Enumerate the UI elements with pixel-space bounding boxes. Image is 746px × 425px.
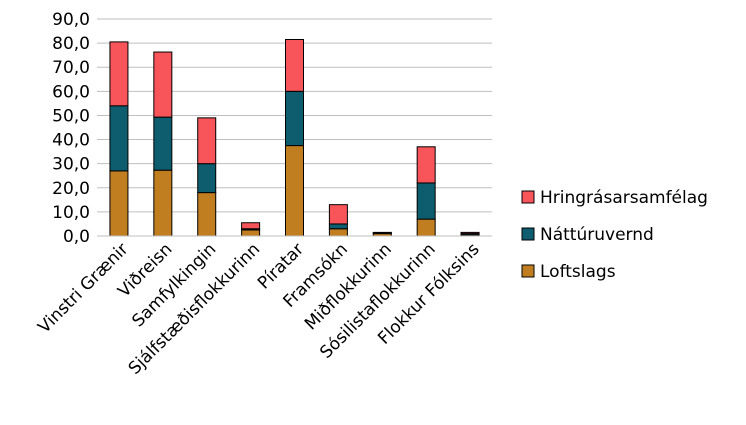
y-tick-label: 10,0 [52,203,90,223]
legend-label: Loftslags [540,262,616,282]
bar-segment [416,218,436,237]
y-tick-label: 0,0 [63,227,90,247]
y-axis: 0,0 10,0 20,0 30,0 40,0 50,0 60,0 70,0 80,0 90,0 [52,10,90,247]
bar-segment [285,90,304,147]
y-tick-label: 40,0 [52,131,90,151]
bars [109,38,480,237]
y-tick-label: 70,0 [52,58,90,78]
bar-segment [416,146,436,184]
legend-swatch [521,264,535,278]
bar-segment [109,105,129,172]
bar-segment [241,222,261,230]
legend-label: Hringrásarsamfélag [540,188,708,208]
bar-segment [109,170,129,237]
legend-swatch [521,190,535,204]
bar-segment [153,169,173,237]
bar-segment [241,229,261,237]
bar-segment [153,116,173,171]
bar-segment [460,231,480,235]
bar-segment [197,117,217,165]
legend-swatch [521,227,535,241]
bar-segment [153,51,173,118]
bar-segment [416,182,436,220]
bar-segment [285,38,304,92]
y-tick-label: 80,0 [52,34,90,54]
bar-segment [285,145,304,237]
y-tick-label: 50,0 [52,106,90,126]
legend: Hringrásarsamfélag Náttúruvernd Loftslags [521,188,708,282]
legend-label: Náttúruvernd [540,225,654,245]
bar-segment [328,223,348,230]
bar-segment [109,41,129,107]
y-tick-label: 90,0 [52,10,90,30]
y-tick-label: 60,0 [52,82,90,102]
y-tick-label: 20,0 [52,179,90,199]
bar-segment [197,163,217,194]
y-tick-label: 30,0 [52,155,90,175]
x-axis-labels: Vinstri GrænirViðreisnSamfylkinginSjálfs… [34,239,483,379]
bar-segment [328,204,348,225]
bar-segment [197,192,217,237]
bar-segment [328,228,348,237]
